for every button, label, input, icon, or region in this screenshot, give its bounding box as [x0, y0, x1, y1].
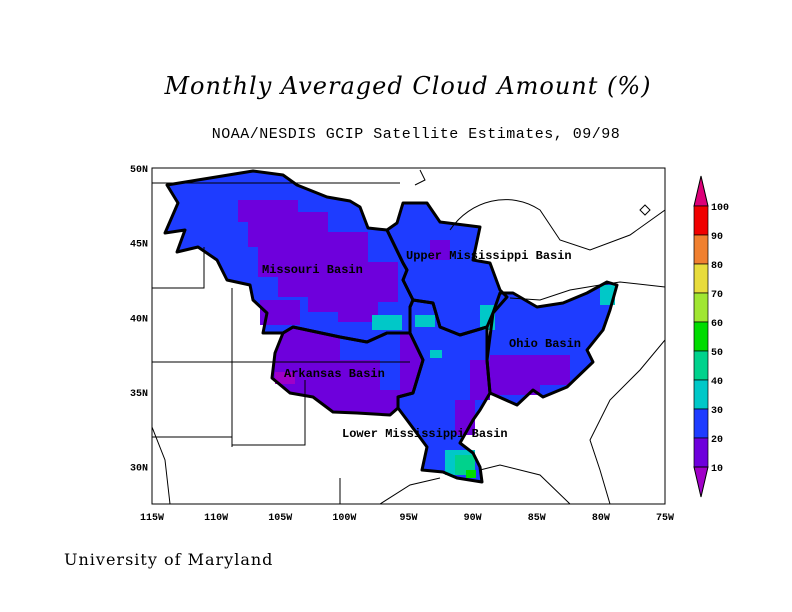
lat-tick-label: 40N: [130, 314, 148, 325]
lon-tick-label: 110W: [204, 513, 228, 524]
lon-tick-label: 105W: [268, 513, 292, 524]
colorbar-segment: [693, 234, 709, 265]
colorbar-label: 40: [711, 377, 723, 388]
label-missouri-basin: Missouri Basin: [262, 263, 363, 277]
colorbar-over-triangle: [693, 175, 709, 207]
colorbar-segment: [693, 321, 709, 352]
lat-axis: 50N 45N 40N 35N 30N: [130, 165, 148, 475]
lat-tick-label: 50N: [130, 165, 148, 176]
lat-tick-label: 30N: [130, 464, 148, 475]
colorbar-segment: [693, 408, 709, 439]
lat-tick-label: 35N: [130, 389, 148, 400]
colorbar-label: 10: [711, 464, 723, 475]
colorbar-label: 50: [711, 348, 723, 359]
lon-tick-label: 115W: [140, 513, 164, 524]
label-ohio-basin: Ohio Basin: [509, 337, 581, 351]
lon-tick-label: 80W: [592, 513, 610, 524]
colorbar-label: 60: [711, 319, 723, 330]
colorbar-label: 90: [711, 232, 723, 243]
label-arkansas-basin: Arkansas Basin: [284, 367, 385, 381]
lon-axis: 115W 110W 105W 100W 95W 90W 85W 80W 75W: [140, 513, 674, 524]
cloud-patches: [238, 200, 615, 478]
colorbar-label: 70: [711, 290, 723, 301]
colorbar-segment: [693, 350, 709, 381]
lon-tick-label: 95W: [399, 513, 417, 524]
lon-tick-label: 75W: [656, 513, 674, 524]
lon-tick-label: 90W: [464, 513, 482, 524]
chart-title: Monthly Averaged Cloud Amount (%): [164, 72, 652, 100]
label-lower-mississippi-basin: Lower Mississippi Basin: [342, 427, 508, 441]
lat-tick-label: 45N: [130, 240, 148, 251]
colorbar-segment: [693, 292, 709, 323]
basin-outlines: [163, 169, 619, 484]
colorbar-segment: [693, 263, 709, 294]
colorbar-segment: [693, 205, 709, 236]
footer-credit: University of Maryland: [64, 550, 274, 569]
colorbar-under-triangle: [693, 466, 709, 498]
map-area: Missouri Basin Upper Mississippi Basin O…: [152, 169, 665, 504]
colorbar: 100 90 80 70 60 50 40 30 20 10: [693, 175, 729, 498]
colorbar-label: 80: [711, 261, 723, 272]
chart-subtitle: NOAA/NESDIS GCIP Satellite Estimates, 09…: [211, 126, 621, 143]
map-frame: [151, 167, 666, 505]
state-boundaries: [152, 169, 665, 504]
lon-tick-label: 85W: [528, 513, 546, 524]
colorbar-label: 100: [711, 203, 729, 214]
colorbar-segment: [693, 437, 709, 468]
colorbar-segment: [693, 379, 709, 410]
lon-tick-label: 100W: [332, 513, 356, 524]
colorbar-label: 30: [711, 406, 723, 417]
label-upper-mississippi-basin: Upper Mississippi Basin: [406, 249, 572, 263]
colorbar-label: 20: [711, 435, 723, 446]
